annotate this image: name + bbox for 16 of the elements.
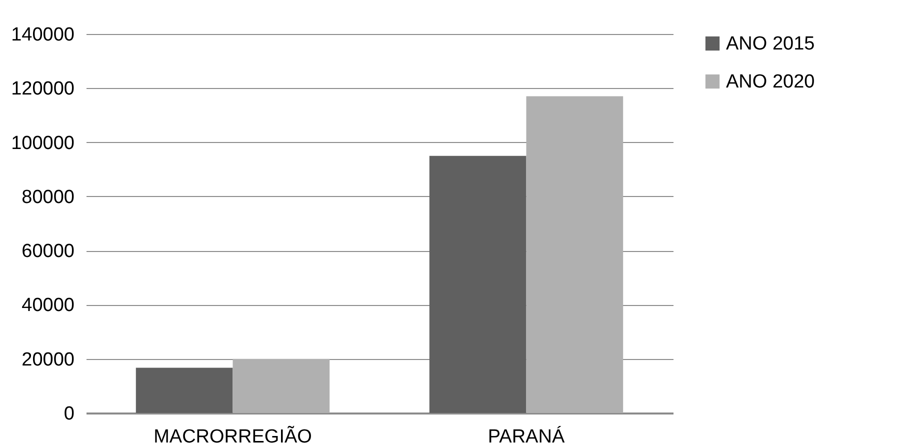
y-tick-label: 40000 xyxy=(22,295,74,316)
x-tick-label: MACRORREGIÃO xyxy=(154,426,312,446)
y-tick-label: 60000 xyxy=(22,241,74,262)
bar xyxy=(429,156,526,413)
y-tick-label: 0 xyxy=(64,404,74,424)
legend-label: ANO 2020 xyxy=(726,72,815,92)
y-tick-label: 140000 xyxy=(11,24,74,46)
legend-label: ANO 2015 xyxy=(726,34,815,54)
bar xyxy=(136,368,233,413)
y-tick-label: 100000 xyxy=(11,132,74,154)
bar xyxy=(232,358,330,413)
x-tick-label: PARANÁ xyxy=(488,426,565,446)
y-tick-label: 20000 xyxy=(22,349,74,370)
bar xyxy=(526,96,624,413)
y-tick-label: 80000 xyxy=(22,186,74,208)
y-tick-label: 120000 xyxy=(11,78,74,100)
